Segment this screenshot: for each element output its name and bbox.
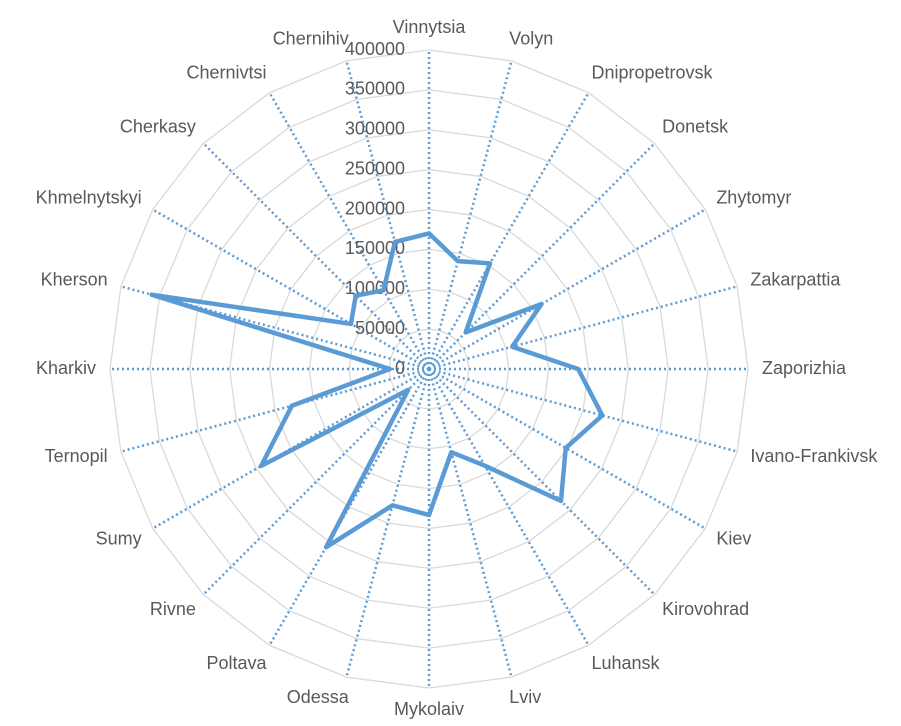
category-label: Zakarpattia xyxy=(750,269,841,289)
series-line xyxy=(149,231,605,550)
category-label: Cherkasy xyxy=(120,117,196,137)
tick-label: 300000 xyxy=(345,119,405,139)
category-label: Luhansk xyxy=(592,653,661,673)
spoke xyxy=(427,92,590,370)
spoke xyxy=(428,142,656,370)
spoke xyxy=(428,208,706,371)
category-label: Kherson xyxy=(41,269,108,289)
grid-ring xyxy=(228,168,630,570)
spoke xyxy=(428,367,738,453)
tick-label: 0 xyxy=(395,358,405,378)
category-label: Volyn xyxy=(509,28,553,48)
grid-ring xyxy=(189,129,669,609)
spoke xyxy=(202,368,430,596)
category-label: Ivano-Frankivsk xyxy=(750,446,878,466)
spoke xyxy=(345,60,431,370)
tick-label: 50000 xyxy=(355,318,405,338)
category-label: Kharkiv xyxy=(36,358,96,378)
spoke xyxy=(152,367,430,530)
category-label: Chernihiv xyxy=(273,28,349,48)
spoke xyxy=(152,208,430,371)
spoke xyxy=(202,142,430,370)
category-label: Dnipropetrovsk xyxy=(592,62,714,82)
tick-label: 350000 xyxy=(345,79,405,99)
grid-ring xyxy=(388,328,470,410)
category-label: Rivne xyxy=(150,599,196,619)
grid-ring xyxy=(348,288,510,450)
spoke xyxy=(427,368,590,646)
spoke xyxy=(120,367,430,453)
category-label: Chernivtsi xyxy=(186,62,266,82)
spoke xyxy=(428,367,706,530)
category-label: Lviv xyxy=(509,687,541,707)
category-label: Poltava xyxy=(206,653,267,673)
spoke xyxy=(428,285,738,371)
spoke xyxy=(268,92,431,370)
tick-label: 250000 xyxy=(345,158,405,178)
category-label: Zaporizhia xyxy=(762,358,847,378)
spoke xyxy=(428,368,656,596)
category-label: Zhytomyr xyxy=(716,187,791,207)
grid-ring xyxy=(149,89,709,649)
category-label: Odessa xyxy=(287,687,350,707)
tick-label: 400000 xyxy=(345,39,405,59)
category-label: Kirovohrad xyxy=(662,599,749,619)
tick-label: 200000 xyxy=(345,198,405,218)
tick-label: 150000 xyxy=(345,238,405,258)
category-label: Mykolaiv xyxy=(394,699,464,719)
spoke xyxy=(427,60,513,370)
category-label: Vinnytsia xyxy=(393,17,467,37)
spoke xyxy=(345,368,431,678)
spoke xyxy=(268,368,431,646)
category-label: Sumy xyxy=(96,528,142,548)
spoke xyxy=(427,368,513,678)
category-label: Ternopil xyxy=(45,446,108,466)
grid-ring xyxy=(109,49,749,689)
category-label: Donetsk xyxy=(662,117,729,137)
category-label: Kiev xyxy=(716,528,751,548)
grid-ring xyxy=(268,208,590,530)
category-label: Khmelnytskyi xyxy=(36,187,142,207)
